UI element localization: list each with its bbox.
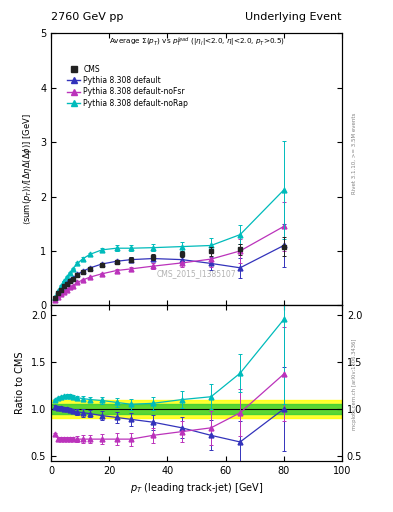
Text: CMS_2015_I1385107: CMS_2015_I1385107 <box>157 269 236 278</box>
X-axis label: $p_T$ (leading track-jet) [GeV]: $p_T$ (leading track-jet) [GeV] <box>130 481 263 495</box>
Text: Rivet 3.1.10, >= 3.5M events: Rivet 3.1.10, >= 3.5M events <box>352 113 357 194</box>
Bar <box>51 404 342 414</box>
Y-axis label: Ratio to CMS: Ratio to CMS <box>15 352 25 414</box>
Text: Average $\Sigma(p_T)$ vs $p_T^{lead}$ ($|\eta_l|$<2.0, $\eta|$<2.0, $p_T$>0.5): Average $\Sigma(p_T)$ vs $p_T^{lead}$ ($… <box>108 36 285 49</box>
Bar <box>51 399 342 418</box>
Text: Underlying Event: Underlying Event <box>245 11 342 22</box>
Y-axis label: $\langle$sum($p_T$)$\rangle$/$[\Delta\eta\Delta(\Delta\phi)]$ [GeV]: $\langle$sum($p_T$)$\rangle$/$[\Delta\et… <box>22 113 35 225</box>
Text: 2760 GeV pp: 2760 GeV pp <box>51 11 123 22</box>
Legend: CMS, Pythia 8.308 default, Pythia 8.308 default-noFsr, Pythia 8.308 default-noRa: CMS, Pythia 8.308 default, Pythia 8.308 … <box>64 61 191 111</box>
Text: mcplots.cern.ch [arXiv:1306.3436]: mcplots.cern.ch [arXiv:1306.3436] <box>352 338 357 430</box>
